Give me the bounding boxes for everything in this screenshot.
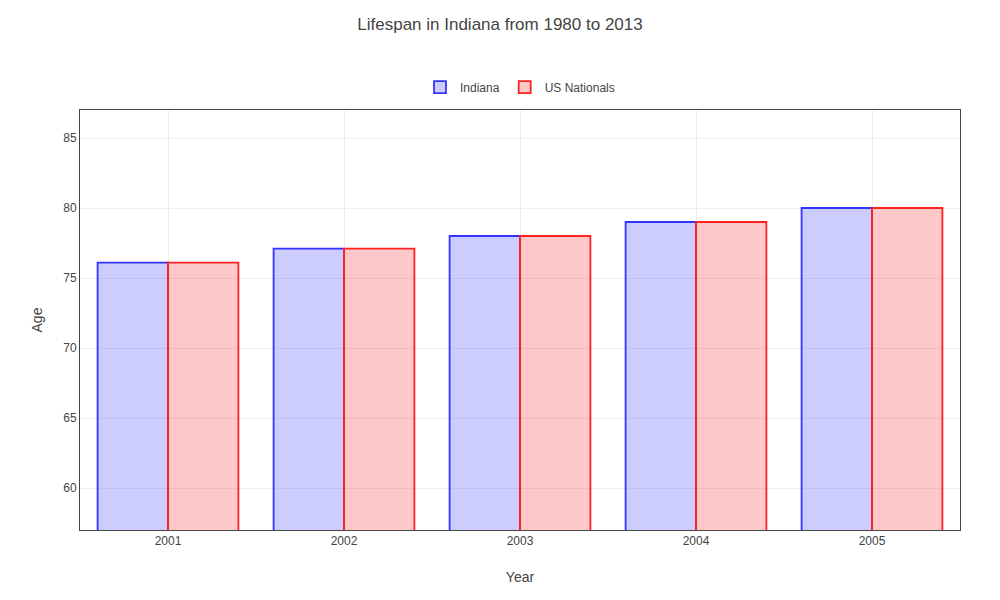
svg-text:Indiana: Indiana bbox=[460, 81, 500, 95]
svg-text:Year: Year bbox=[506, 569, 535, 585]
svg-text:75: 75 bbox=[63, 271, 77, 285]
svg-text:2004: 2004 bbox=[683, 534, 710, 548]
svg-text:65: 65 bbox=[63, 411, 77, 425]
svg-text:Lifespan in Indiana from 1980: Lifespan in Indiana from 1980 to 2013 bbox=[357, 15, 642, 34]
svg-text:2001: 2001 bbox=[155, 534, 182, 548]
svg-text:85: 85 bbox=[63, 131, 77, 145]
svg-text:70: 70 bbox=[63, 341, 77, 355]
svg-text:2005: 2005 bbox=[859, 534, 886, 548]
svg-text:Age: Age bbox=[29, 307, 45, 332]
svg-text:US Nationals: US Nationals bbox=[545, 81, 615, 95]
svg-text:2002: 2002 bbox=[331, 534, 358, 548]
svg-text:60: 60 bbox=[63, 481, 77, 495]
svg-text:80: 80 bbox=[63, 201, 77, 215]
svg-text:2003: 2003 bbox=[507, 534, 534, 548]
